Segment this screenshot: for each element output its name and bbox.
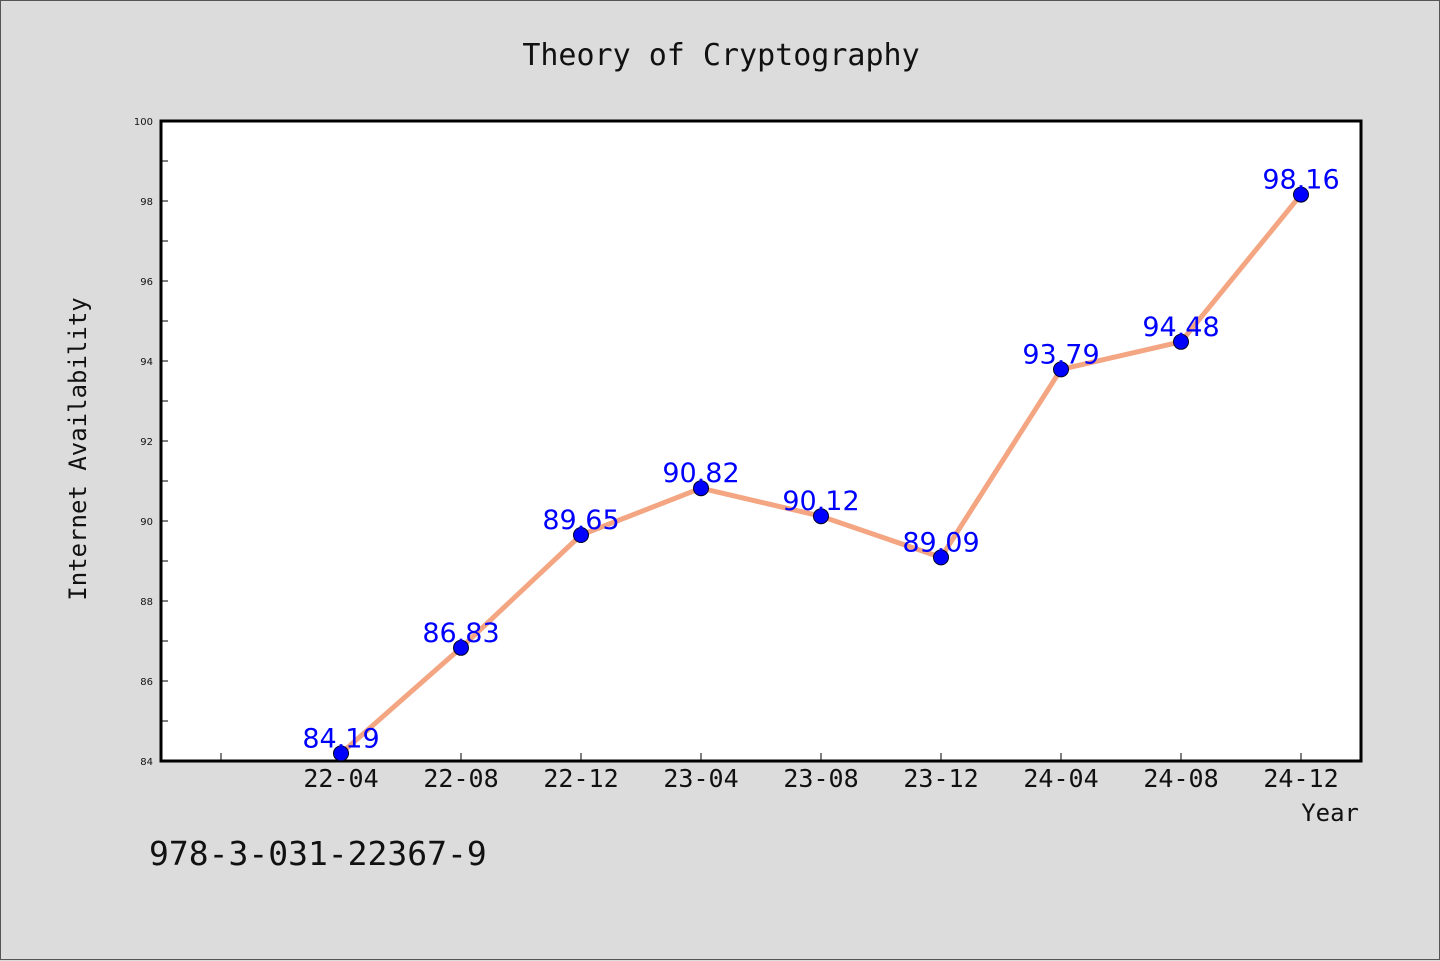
x-axis: 22-04 22-08 22-12 23-04 23-08 23-12 24-04 24-08…	[220, 753, 1339, 793]
data-point	[1293, 186, 1309, 203]
x-tick-label: 22-08	[423, 764, 498, 793]
y-tick-label: 100	[134, 117, 153, 128]
isbn-annotation: 978-3-031-22367-9	[149, 834, 487, 873]
x-tick-label: 24-08	[1143, 764, 1218, 793]
x-tick-label: 23-08	[783, 764, 858, 793]
data-label: 90.12	[782, 486, 859, 517]
data-label: 98.16	[1262, 165, 1339, 196]
y-tick-label: 94	[140, 357, 153, 368]
x-tick-label: 24-12	[1263, 764, 1338, 793]
y-tick-label: 88	[140, 597, 153, 608]
x-tick-label: 24-04	[1023, 764, 1098, 793]
data-point	[813, 508, 829, 525]
y-tick-label: 98	[140, 197, 153, 208]
x-tick-label: 22-04	[303, 764, 378, 793]
data-point	[1053, 361, 1069, 378]
x-tick-label: 22-12	[543, 764, 618, 793]
data-point	[693, 480, 709, 497]
data-point	[1173, 333, 1189, 350]
data-label: 93.79	[1022, 339, 1099, 370]
y-tick-label: 90	[140, 517, 153, 528]
x-tick-label: 23-04	[663, 764, 738, 793]
plot-area	[159, 119, 1363, 763]
y-axis-label: Internet Availability	[64, 297, 92, 600]
y-tick-label: 86	[140, 677, 153, 688]
data-label: 89.09	[902, 527, 979, 558]
x-tick-label: 23-12	[903, 764, 978, 793]
x-axis-label: Year	[1301, 799, 1359, 827]
y-tick-label: 84	[140, 757, 153, 768]
data-point	[333, 745, 349, 762]
data-label: 90.82	[662, 458, 739, 489]
data-point	[933, 549, 949, 566]
y-tick-label: 92	[140, 437, 153, 448]
data-label: 94.48	[1142, 312, 1219, 343]
series-layer	[333, 186, 1309, 762]
y-tick-label: 96	[140, 277, 153, 288]
chart-title: Theory of Cryptography	[522, 38, 919, 73]
data-label: 86.83	[422, 618, 499, 649]
data-point	[573, 527, 589, 543]
data-point	[453, 639, 469, 656]
data-label: 84.19	[302, 723, 379, 754]
data-label: 89.65	[542, 505, 619, 536]
data-labels: 84.19 86.83 89.65 90.82 90.12 89.09 93.79 94.48…	[302, 165, 1339, 755]
y-axis: 84 86 88 90 92 94 96 98 100	[134, 117, 168, 768]
